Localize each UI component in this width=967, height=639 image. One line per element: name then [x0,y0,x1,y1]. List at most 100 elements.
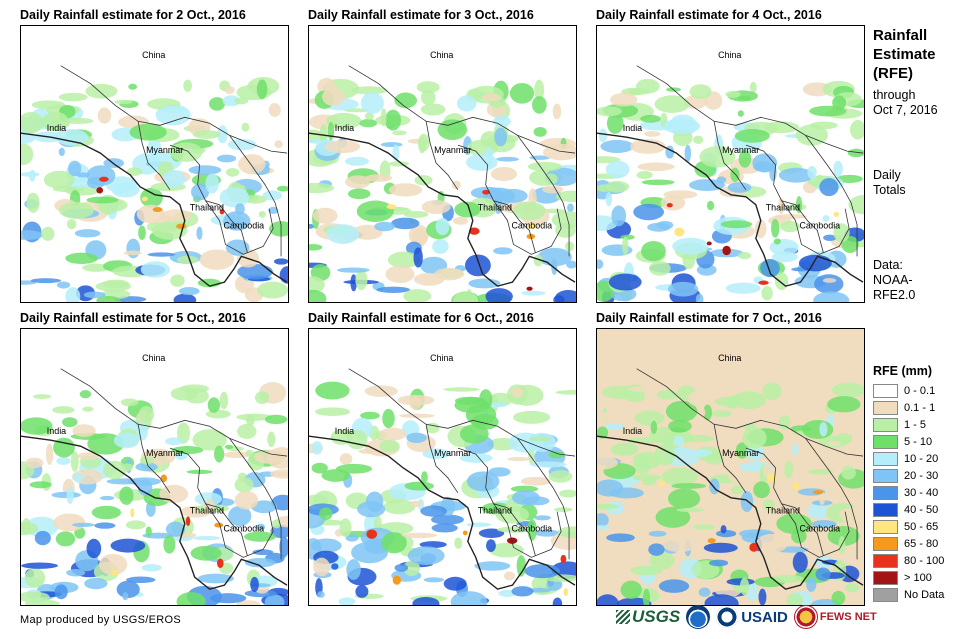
fews-globe-icon [793,605,818,629]
country-label-thailand: Thailand [478,203,512,213]
country-label-china: China [430,353,453,363]
legend-swatch [873,587,898,602]
country-label-myanmar: Myanmar [146,145,183,155]
country-label-cambodia: Cambodia [511,524,552,534]
panel-title-oct-6: Daily Rainfall estimate for 6 Oct., 2016 [308,311,534,325]
noaa-logo [686,605,711,629]
panel-title-oct-2: Daily Rainfall estimate for 2 Oct., 2016 [20,8,246,22]
legend-swatch [873,383,898,398]
coastline [597,435,864,590]
legend-swatch [873,519,898,534]
rainfall-map: China India Myanmar Thailand Cambodia [21,50,288,302]
country-border [60,65,288,154]
legend-row: 0.1 - 1 [873,399,944,416]
country-border [713,121,747,191]
country-label-cambodia: Cambodia [799,221,840,231]
country-label-india: India [335,123,354,133]
country-label-myanmar: Myanmar [146,448,183,458]
panel-title-oct-3: Daily Rainfall estimate for 3 Oct., 2016 [308,8,534,22]
country-label-cambodia: Cambodia [511,221,552,231]
legend-row: 1 - 5 [873,416,944,433]
legend-label: 30 - 40 [904,486,939,499]
data-line-3: RFE2.0 [873,288,916,302]
legend-label: 5 - 10 [904,435,933,448]
country-label-china: China [718,353,741,363]
country-border [493,503,562,558]
country-border [229,134,282,257]
legend-label: 1 - 5 [904,418,927,431]
country-border [137,424,171,494]
usaid-logo: USAID [716,606,788,628]
country-border [805,437,858,560]
data-source: Data: NOAA- RFE2.0 [873,258,915,303]
panel-title-oct-4: Daily Rainfall estimate for 4 Oct., 2016 [596,8,822,22]
legend-swatch [873,417,898,432]
country-border [348,368,576,457]
coastline [21,132,288,287]
legend-swatch [873,400,898,415]
country-border [781,503,850,558]
country-label-india: India [335,426,354,436]
map-panel-oct-7: China India Myanmar Thailand Cambodia [596,328,865,606]
coastline [309,132,576,287]
legend-row: 10 - 20 [873,450,944,467]
country-border [493,200,562,255]
rfe-title-line-1: Rainfall [873,27,928,44]
country-border [713,424,747,494]
country-border [517,134,570,257]
data-line-2: NOAA- [873,273,913,287]
usgs-wave-icon [616,610,630,624]
through-line-1: through [873,88,916,102]
country-label-myanmar: Myanmar [434,145,471,155]
coastline [309,435,576,590]
totals-line-2: Totals [873,183,906,197]
map-panel-oct-2: China India Myanmar Thailand Cambodia [20,25,289,303]
country-border [425,424,459,494]
legend-label: 0 - 0.1 [904,384,936,397]
country-border [781,200,850,255]
map-panel-oct-4: China India Myanmar Thailand Cambodia [596,25,865,303]
country-label-india: India [47,426,66,436]
daily-totals: Daily Totals [873,168,906,198]
legend-label: 80 - 100 [904,554,945,567]
map-panel-oct-6: China India Myanmar Thailand Cambodia [308,328,577,606]
rfe-title-line-3: (RFE) [873,65,913,82]
country-border [425,121,459,191]
rainfall-map: China India Myanmar Thailand Cambodia [21,353,288,605]
panel-title-oct-7: Daily Rainfall estimate for 7 Oct., 2016 [596,311,822,325]
country-label-thailand: Thailand [190,506,224,516]
map-panel-oct-5: China India Myanmar Thailand Cambodia [20,328,289,606]
country-label-thailand: Thailand [478,506,512,516]
country-label-myanmar: Myanmar [722,448,759,458]
legend-title: RFE (mm) [873,364,933,378]
country-label-myanmar: Myanmar [434,448,471,458]
legend-row: 30 - 40 [873,484,944,501]
country-label-india: India [623,426,642,436]
country-label-cambodia: Cambodia [223,524,264,534]
country-label-thailand: Thailand [766,203,800,213]
country-border [636,368,864,457]
legend-row: 0 - 0.1 [873,382,944,399]
country-border [348,65,576,154]
logo-bar: USGS USAID FEWS NET [616,605,883,629]
legend-row: 80 - 100 [873,552,944,569]
legend-label: 50 - 65 [904,520,939,533]
coastline [21,435,288,590]
legend-swatch [873,451,898,466]
data-line-1: Data: [873,258,903,272]
country-border [205,200,274,255]
legend-swatch [873,434,898,449]
country-label-china: China [718,50,741,60]
country-label-china: China [430,50,453,60]
country-label-india: India [623,123,642,133]
map-credit: Map produced by USGS/EROS [20,614,181,626]
legend-label: 0.1 - 1 [904,401,936,414]
country-label-china: China [142,50,165,60]
through-line-2: Oct 7, 2016 [873,103,938,117]
legend-label: No Data [904,588,945,601]
country-label-cambodia: Cambodia [799,524,840,534]
usaid-wordmark: USAID [741,608,788,626]
legend-swatch [873,468,898,483]
legend-swatch [873,502,898,517]
legend-label: 40 - 50 [904,503,939,516]
